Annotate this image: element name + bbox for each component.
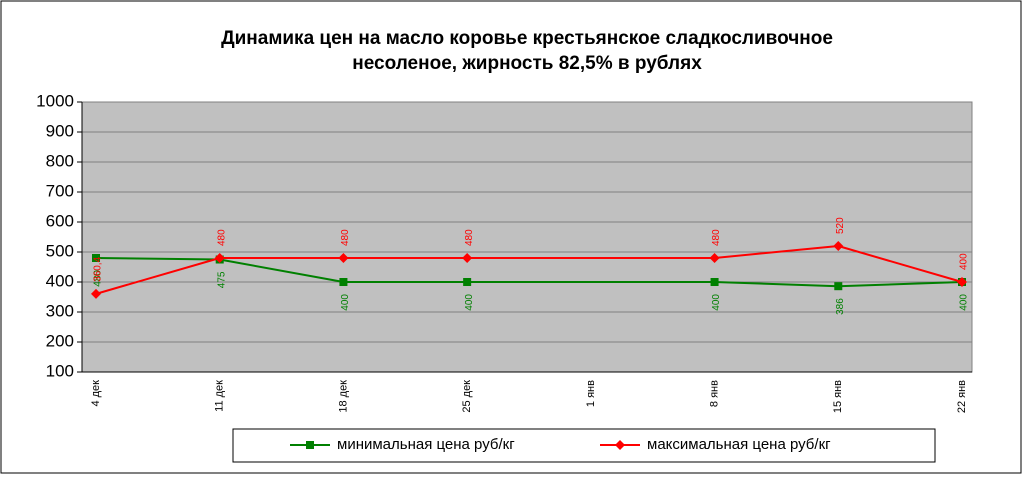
plot-area [81,101,973,373]
point [463,278,472,286]
y-tick-label: 100 [46,361,74,380]
point [91,288,101,299]
line-segment [219,258,344,283]
data-label: 400 [959,253,970,270]
point [709,253,720,263]
point [462,253,473,263]
data-label: 400 [959,294,970,311]
legend-label: минимальная цена руб/кг [337,436,515,453]
chart-title: Динамика цен на масло коровье крестьянск… [221,28,833,49]
y-tick-label: 1000 [36,91,74,110]
data-label: 360,4 [93,256,104,281]
y-tick-label: 700 [46,181,74,200]
data-label: 386 [835,298,846,315]
y-tick-label: 900 [46,121,74,140]
point [834,282,843,291]
line-segment [838,245,963,283]
y-tick-label: 400 [46,271,74,290]
point [92,254,100,262]
y-tick-label: 800 [46,151,74,170]
data-label: 400 [464,294,475,311]
point [339,278,348,286]
legend [232,428,936,463]
point [833,241,844,251]
data-label: 480 [216,229,227,246]
point [710,278,719,286]
y-tick-label: 300 [46,301,74,320]
legend-label: максимальная цена руб/кг [647,436,831,453]
data-label: 480 [340,229,351,246]
chart-title: несоленое, жирность 82,5% в рублях [352,53,702,74]
y-tick-label: 600 [46,211,74,230]
legend-marker [306,441,314,449]
line-segment [838,281,963,288]
line-segment [95,257,220,261]
x-tick-label: 1 янв [585,380,597,407]
x-tick-label: 18 дек [337,380,349,413]
x-tick-label: 25 дек [461,380,473,413]
line-segment [714,245,839,259]
y-tick-label: 500 [46,241,74,260]
data-label: 480 [711,229,722,246]
point [214,253,225,263]
data-label: 400 [711,294,722,311]
data-label: 480 [93,270,104,287]
x-tick-label: 11 дек [214,380,226,412]
data-label: 480 [464,229,475,246]
x-tick-label: 8 янв [708,380,720,407]
line-segment [95,257,220,295]
data-label: 520 [835,217,846,234]
y-tick-label: 200 [46,331,74,350]
data-label: 400 [340,294,351,311]
line-segment [714,281,839,288]
x-tick-label: 4 дек [90,380,102,407]
legend-marker [615,440,625,450]
x-tick-label: 15 янв [832,380,844,413]
point [338,253,349,263]
x-tick-label: 22 янв [956,380,968,413]
data-label: 475 [216,271,227,288]
point [957,277,967,287]
